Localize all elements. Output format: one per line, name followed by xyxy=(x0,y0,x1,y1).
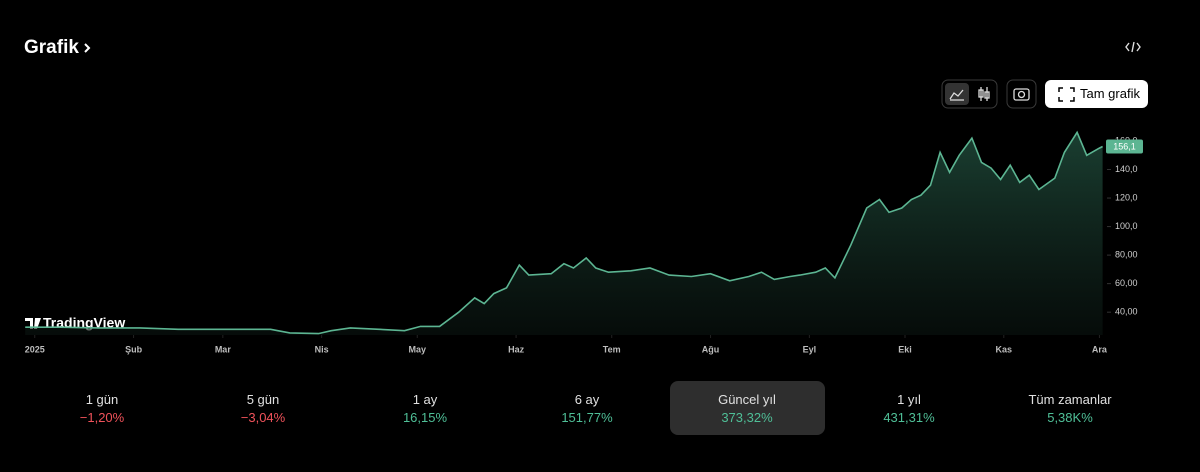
x-tick-label: 2025 xyxy=(25,344,45,354)
last-value-label: 156,1 xyxy=(1113,141,1136,151)
period-name: 6 ay xyxy=(574,392,600,407)
x-tick-label: Eyl xyxy=(803,344,817,354)
period-change: −3,04% xyxy=(240,410,286,425)
fullscreen-icon xyxy=(1058,87,1075,102)
x-tick-label: Nis xyxy=(315,344,329,354)
y-tick-label: 100,0 xyxy=(1115,221,1138,231)
x-tick-label: Tem xyxy=(603,344,621,354)
period-change: 373,32% xyxy=(721,410,773,425)
y-tick-label: 120,0 xyxy=(1115,192,1138,202)
period-name: 5 gün xyxy=(246,392,280,407)
period-name: Tüm zamanlar xyxy=(1028,392,1112,407)
x-tick-label: Eki xyxy=(898,344,912,354)
period-change: 431,31% xyxy=(883,410,935,425)
period-tab[interactable]: 1 ay 16,15% xyxy=(348,381,503,435)
x-tick-label: Haz xyxy=(508,344,525,354)
y-tick-label: 80,00 xyxy=(1115,249,1138,259)
camera-icon xyxy=(1013,88,1030,101)
area-icon xyxy=(949,89,964,101)
x-tick-label: Mar xyxy=(215,344,232,354)
x-tick-label: Ara xyxy=(1092,344,1108,354)
y-tick-label: 60,00 xyxy=(1115,278,1138,288)
x-tick-label: Ağu xyxy=(702,344,720,354)
period-name: 1 yıl xyxy=(897,392,921,407)
period-tab[interactable]: Güncel yıl 373,32% xyxy=(669,381,825,435)
title-chevron xyxy=(84,43,91,53)
period-change: 5,38K% xyxy=(1047,410,1093,425)
period-tab[interactable]: Tüm zamanlar 5,38K% xyxy=(993,381,1148,435)
y-tick-label: 40,00 xyxy=(1115,307,1138,317)
period-change: 151,77% xyxy=(561,410,613,425)
last-value-badge xyxy=(1106,139,1143,154)
price-line xyxy=(25,130,1103,335)
x-tick-label: Şub xyxy=(125,344,143,354)
area-fill xyxy=(25,132,1103,335)
snapshot-button[interactable] xyxy=(1006,79,1037,109)
watermark-logo xyxy=(25,318,41,329)
candle-type-button[interactable] xyxy=(978,87,990,101)
full-chart-label[interactable]: Tam grafik xyxy=(1080,86,1140,101)
period-change: 16,15% xyxy=(402,410,448,425)
period-change: −1,20% xyxy=(79,410,125,425)
x-tick-label: Kas xyxy=(996,344,1013,354)
period-name: Güncel yıl xyxy=(718,392,776,407)
period-name: 1 gün xyxy=(85,392,119,407)
period-tab[interactable]: 6 ay 151,77% xyxy=(510,381,665,435)
period-tab[interactable]: 1 gün −1,20% xyxy=(25,381,180,435)
x-tick-label: May xyxy=(409,344,427,354)
period-tab[interactable]: 5 gün −3,04% xyxy=(186,381,341,435)
period-name: 1 ay xyxy=(412,392,438,407)
embed-icon[interactable] xyxy=(1125,41,1141,53)
title[interactable]: Grafik xyxy=(24,37,79,58)
y-tick-label: 140,0 xyxy=(1115,164,1138,174)
chart-type-group xyxy=(941,79,998,109)
period-tab[interactable]: 1 yıl 431,31% xyxy=(832,381,987,435)
area-type-button[interactable] xyxy=(945,83,969,105)
